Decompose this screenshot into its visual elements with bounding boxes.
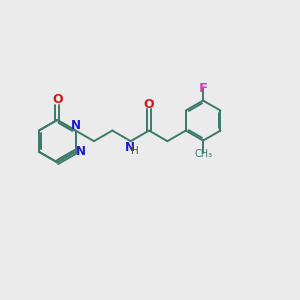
Text: N: N bbox=[125, 141, 135, 154]
Text: F: F bbox=[199, 82, 208, 95]
Text: CH₃: CH₃ bbox=[194, 149, 212, 159]
Text: O: O bbox=[52, 93, 63, 106]
Text: H: H bbox=[131, 146, 139, 156]
Text: O: O bbox=[144, 98, 154, 111]
Text: N: N bbox=[76, 145, 86, 158]
Text: N: N bbox=[71, 119, 81, 132]
